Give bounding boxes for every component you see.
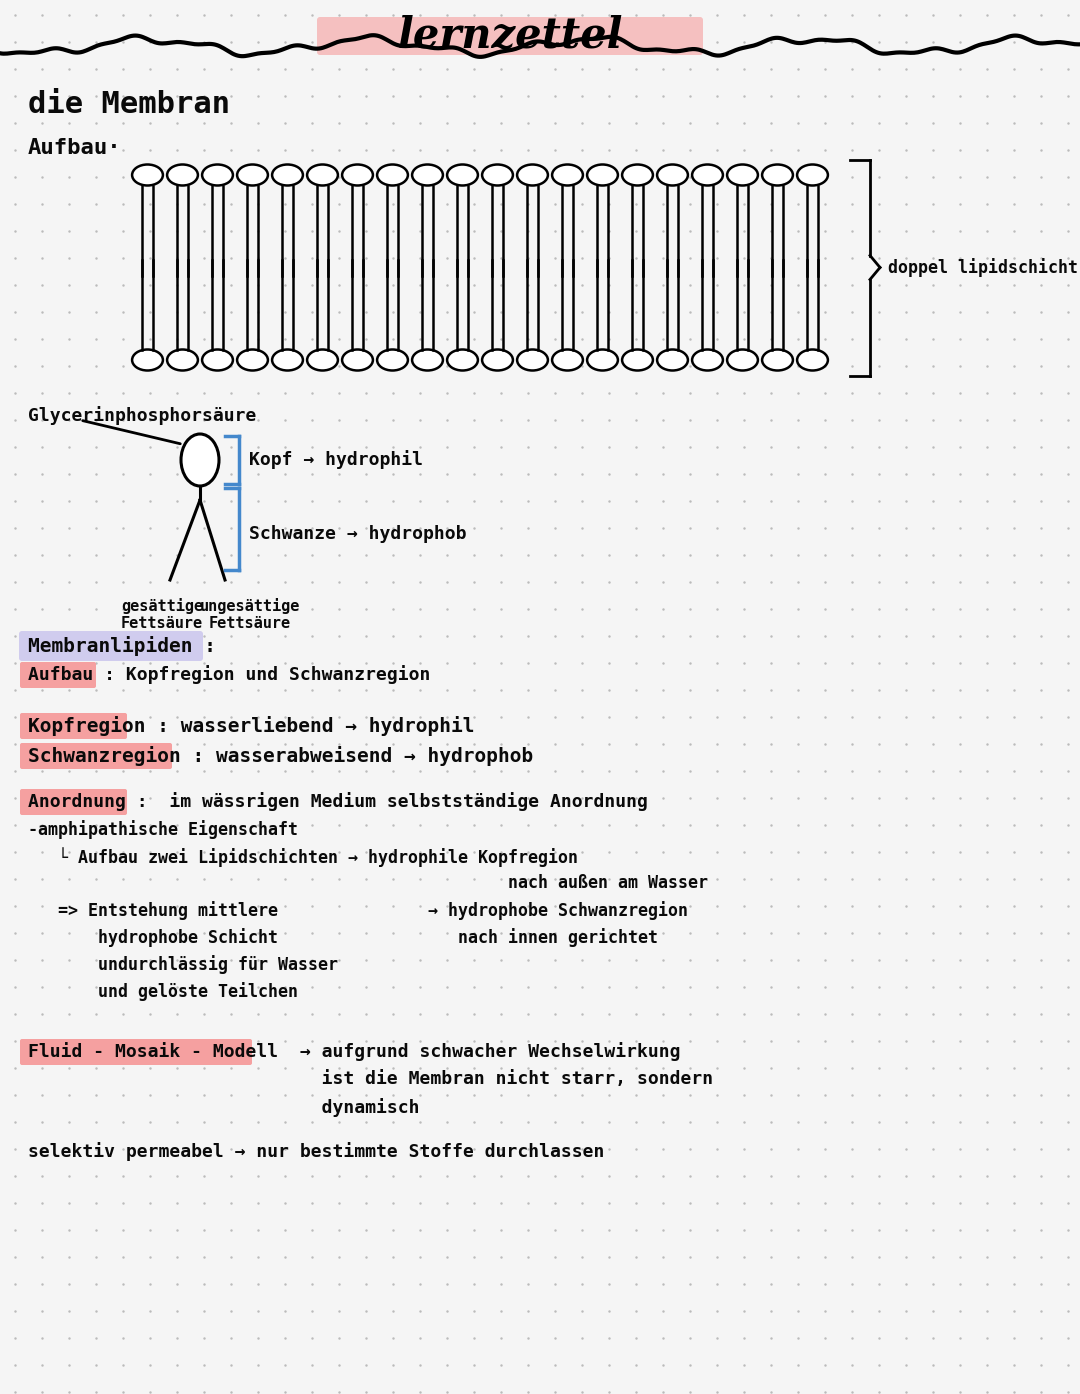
Ellipse shape xyxy=(202,164,233,185)
Ellipse shape xyxy=(552,164,583,185)
Ellipse shape xyxy=(692,164,723,185)
Ellipse shape xyxy=(797,164,828,185)
Ellipse shape xyxy=(657,350,688,371)
Text: Schwanze → hydrophob: Schwanze → hydrophob xyxy=(249,526,467,544)
Text: nach außen am Wasser: nach außen am Wasser xyxy=(28,874,708,892)
Text: => Entstehung mittlere               → hydrophobe Schwanzregion: => Entstehung mittlere → hydrophobe Schw… xyxy=(28,901,688,920)
FancyBboxPatch shape xyxy=(21,1039,252,1065)
Text: gesättige
Fettsäure: gesättige Fettsäure xyxy=(121,598,203,631)
Text: ungesättige
Fettsäure: ungesättige Fettsäure xyxy=(200,598,300,631)
Text: selektiv permeabel → nur bestimmte Stoffe durchlassen: selektiv permeabel → nur bestimmte Stoff… xyxy=(28,1142,605,1161)
Ellipse shape xyxy=(447,164,478,185)
Text: Aufbau·: Aufbau· xyxy=(28,138,122,158)
Ellipse shape xyxy=(342,164,373,185)
Text: und gelöste Teilchen: und gelöste Teilchen xyxy=(28,981,298,1001)
Ellipse shape xyxy=(307,164,338,185)
Text: Anordnung :  im wässrigen Medium selbstständige Anordnung: Anordnung : im wässrigen Medium selbstst… xyxy=(28,792,648,811)
Ellipse shape xyxy=(622,164,653,185)
FancyBboxPatch shape xyxy=(318,17,703,54)
FancyBboxPatch shape xyxy=(21,743,172,769)
FancyBboxPatch shape xyxy=(19,631,203,661)
Ellipse shape xyxy=(413,350,443,371)
FancyBboxPatch shape xyxy=(21,662,96,689)
Ellipse shape xyxy=(588,164,618,185)
Text: dynamisch: dynamisch xyxy=(28,1098,419,1117)
Ellipse shape xyxy=(413,164,443,185)
Ellipse shape xyxy=(517,164,548,185)
Text: Schwanzregion : wasserabweisend → hydrophob: Schwanzregion : wasserabweisend → hydrop… xyxy=(28,746,534,765)
Text: -amphipathische Eigenschaft: -amphipathische Eigenschaft xyxy=(28,820,298,839)
Ellipse shape xyxy=(517,350,548,371)
Text: └ Aufbau zwei Lipidschichten → hydrophile Kopfregion: └ Aufbau zwei Lipidschichten → hydrophil… xyxy=(28,848,578,867)
FancyBboxPatch shape xyxy=(21,789,127,815)
Ellipse shape xyxy=(132,350,163,371)
Ellipse shape xyxy=(692,350,723,371)
Text: ist die Membran nicht starr, sondern: ist die Membran nicht starr, sondern xyxy=(28,1071,713,1087)
Text: Kopf → hydrophil: Kopf → hydrophil xyxy=(249,450,423,470)
Ellipse shape xyxy=(727,350,758,371)
Ellipse shape xyxy=(238,164,268,185)
Ellipse shape xyxy=(167,350,198,371)
Ellipse shape xyxy=(482,350,513,371)
FancyBboxPatch shape xyxy=(21,712,127,739)
Text: Membranlipiden :: Membranlipiden : xyxy=(28,636,216,657)
Ellipse shape xyxy=(377,164,408,185)
Text: die Membran: die Membran xyxy=(28,91,230,118)
Ellipse shape xyxy=(272,350,302,371)
Ellipse shape xyxy=(377,350,408,371)
Ellipse shape xyxy=(552,350,583,371)
Ellipse shape xyxy=(762,164,793,185)
Text: doppel lipidschicht: doppel lipidschicht xyxy=(888,258,1078,277)
Ellipse shape xyxy=(181,434,219,487)
Ellipse shape xyxy=(762,350,793,371)
Text: hydrophobe Schicht                  nach innen gerichtet: hydrophobe Schicht nach innen gerichtet xyxy=(28,928,658,947)
Text: Fluid - Mosaik - Modell  → aufgrund schwacher Wechselwirkung: Fluid - Mosaik - Modell → aufgrund schwa… xyxy=(28,1041,680,1061)
Ellipse shape xyxy=(202,350,233,371)
Text: Glycerinphosphorsäure: Glycerinphosphorsäure xyxy=(28,406,256,425)
Text: Kopfregion : wasserliebend → hydrophil: Kopfregion : wasserliebend → hydrophil xyxy=(28,717,474,736)
Ellipse shape xyxy=(657,164,688,185)
Text: undurchlässig für Wasser: undurchlässig für Wasser xyxy=(28,955,338,974)
Ellipse shape xyxy=(238,350,268,371)
Ellipse shape xyxy=(307,350,338,371)
Ellipse shape xyxy=(727,164,758,185)
Text: lernzettel: lernzettel xyxy=(397,15,623,57)
Ellipse shape xyxy=(482,164,513,185)
Ellipse shape xyxy=(272,164,302,185)
Ellipse shape xyxy=(167,164,198,185)
Ellipse shape xyxy=(342,350,373,371)
Ellipse shape xyxy=(797,350,828,371)
Ellipse shape xyxy=(588,350,618,371)
Ellipse shape xyxy=(622,350,653,371)
Ellipse shape xyxy=(132,164,163,185)
Ellipse shape xyxy=(447,350,478,371)
Text: Aufbau : Kopfregion und Schwanzregion: Aufbau : Kopfregion und Schwanzregion xyxy=(28,665,430,684)
